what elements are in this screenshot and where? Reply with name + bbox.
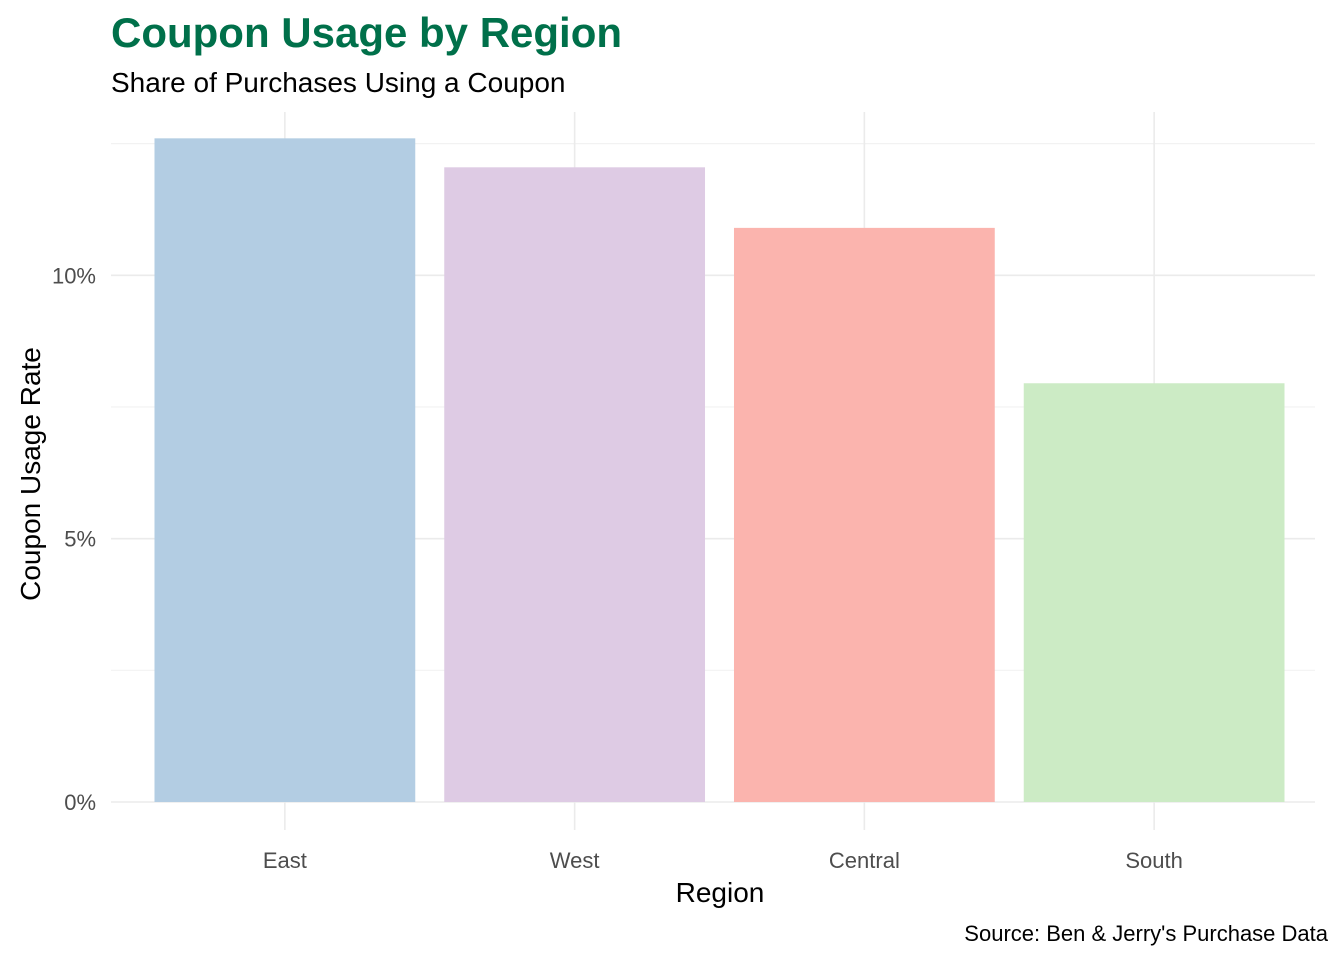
y-tick-label: 0% — [64, 790, 96, 815]
x-axis-title: Region — [676, 877, 765, 908]
x-tick-label: South — [1125, 848, 1183, 873]
bar-central — [733, 227, 995, 802]
chart-title: Coupon Usage by Region — [111, 9, 622, 56]
bar-west — [444, 167, 706, 802]
y-axis-ticks: 0% 5% 10% — [52, 263, 96, 815]
x-tick-label: Central — [829, 848, 900, 873]
bar-east — [154, 138, 416, 802]
bar-south — [1023, 383, 1285, 802]
x-tick-label: East — [263, 848, 307, 873]
y-axis-title: Coupon Usage Rate — [15, 347, 46, 601]
x-tick-label: West — [550, 848, 600, 873]
bars — [154, 138, 1285, 802]
y-tick-label: 5% — [64, 527, 96, 552]
chart-caption: Source: Ben & Jerry's Purchase Data — [964, 921, 1328, 946]
y-tick-label: 10% — [52, 263, 96, 288]
x-axis-ticks: East West Central South — [263, 848, 1183, 873]
chart-subtitle: Share of Purchases Using a Coupon — [111, 67, 566, 98]
